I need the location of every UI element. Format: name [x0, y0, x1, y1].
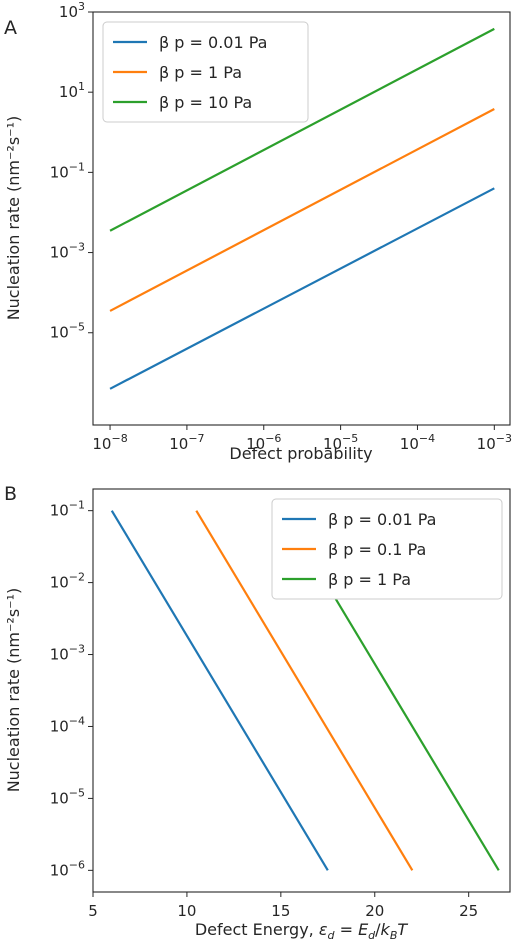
- panel-b-legend-label-3: β p = 1 Pa: [328, 570, 411, 589]
- panel-a-x-tick-label: 10−7: [169, 432, 204, 453]
- panel-a-series-line-2: [109, 108, 495, 312]
- panel-a-x-tick-label: 10−4: [400, 432, 435, 453]
- panel-a-x-tick-label: 10−5: [323, 432, 358, 453]
- panel-b-y-tick-label: 10−6: [50, 858, 85, 879]
- panel-b-y-tick-label: 10−2: [50, 571, 85, 592]
- panel-b-series-line-2: [195, 510, 414, 871]
- panel-a-legend-label-2: β p = 1 Pa: [159, 63, 242, 82]
- panel-a-legend-label-1: β p = 0.01 Pa: [159, 33, 267, 52]
- panel-b-x-tick-label: 20: [365, 902, 384, 920]
- panel-b-x-ticks: 5 10 15 20 25: [88, 892, 478, 920]
- panel-a-legend: β p = 0.01 Pa β p = 1 Pa β p = 10 Pa: [102, 21, 309, 123]
- panel-b-legend: β p = 0.01 Pa β p = 0.1 Pa β p = 1 Pa: [271, 498, 503, 600]
- panel-b-legend-frame: [271, 498, 503, 600]
- panel-a-x-axis-label: Defect probability: [229, 444, 372, 463]
- panel-a-x-ticks: 10−8 10−7 10−6 10−5 10−4 10−3: [92, 425, 512, 453]
- panel-b-axes-frame: [92, 488, 511, 893]
- panel-a-plot-area: [109, 27, 495, 390]
- panel-a-x-tick-label: 10−3: [477, 432, 512, 453]
- panel-b-y-axis-label: Nucleation rate (nm⁻²s⁻¹): [4, 588, 23, 793]
- panel-a-axes-frame: [92, 11, 511, 426]
- panel-a-legend-frame: [102, 21, 309, 123]
- panel-a-series-line-3: [109, 27, 495, 232]
- panel-a-x-tick-label: 10−8: [92, 432, 127, 453]
- panel-a: A 10−8 10−7 10−6 10−5 10−4 10−3 10−510−310−11…: [4, 0, 512, 463]
- panel-b-series-line-1: [110, 510, 329, 871]
- panel-b-x-tick-label: 10: [177, 902, 196, 920]
- panel-a-y-tick-label: 10−1: [50, 160, 85, 181]
- panel-b-y-tick-label: 10−5: [50, 786, 85, 807]
- panel-b-y-ticks: 10−6 10−5 10−4 10−3 10−2 10−1: [50, 499, 93, 879]
- panel-b: B 5 10 15 20 25 10−6 10−5 10−4 10−3 10−2 10−1 Def…: [4, 483, 511, 942]
- panel-b-x-tick-label: 15: [271, 902, 290, 920]
- panel-b-legend-label-1: β p = 0.01 Pa: [328, 510, 436, 529]
- panel-b-letter: B: [4, 483, 17, 505]
- panel-a-legend-label-3: β p = 10 Pa: [159, 93, 252, 112]
- panel-a-series-line-1: [109, 187, 495, 390]
- panel-b-x-axis-label: Defect Energy, εd = Ed/kBT: [195, 920, 409, 942]
- panel-a-y-ticks: 10−5 10−3 10−1 101 103: [50, 0, 93, 342]
- panel-a-y-tick-label: 10−3: [50, 241, 85, 262]
- panel-a-y-tick-label: 101: [59, 80, 85, 101]
- panel-a-y-tick-label: 10−5: [50, 321, 85, 342]
- panel-b-y-tick-label: 10−1: [50, 499, 85, 520]
- panel-a-y-tick-label: 103: [59, 0, 85, 21]
- panel-a-y-axis-label: Nucleation rate (nm⁻²s⁻¹): [4, 116, 23, 321]
- panel-b-x-tick-label: 25: [459, 902, 478, 920]
- panel-b-legend-label-2: β p = 0.1 Pa: [328, 540, 426, 559]
- panel-b-x-tick-label: 5: [88, 902, 98, 920]
- panel-b-y-tick-label: 10−4: [50, 714, 85, 735]
- panel-b-y-tick-label: 10−3: [50, 643, 85, 664]
- panel-a-x-tick-label: 10−6: [246, 432, 281, 453]
- panel-a-letter: A: [4, 17, 17, 39]
